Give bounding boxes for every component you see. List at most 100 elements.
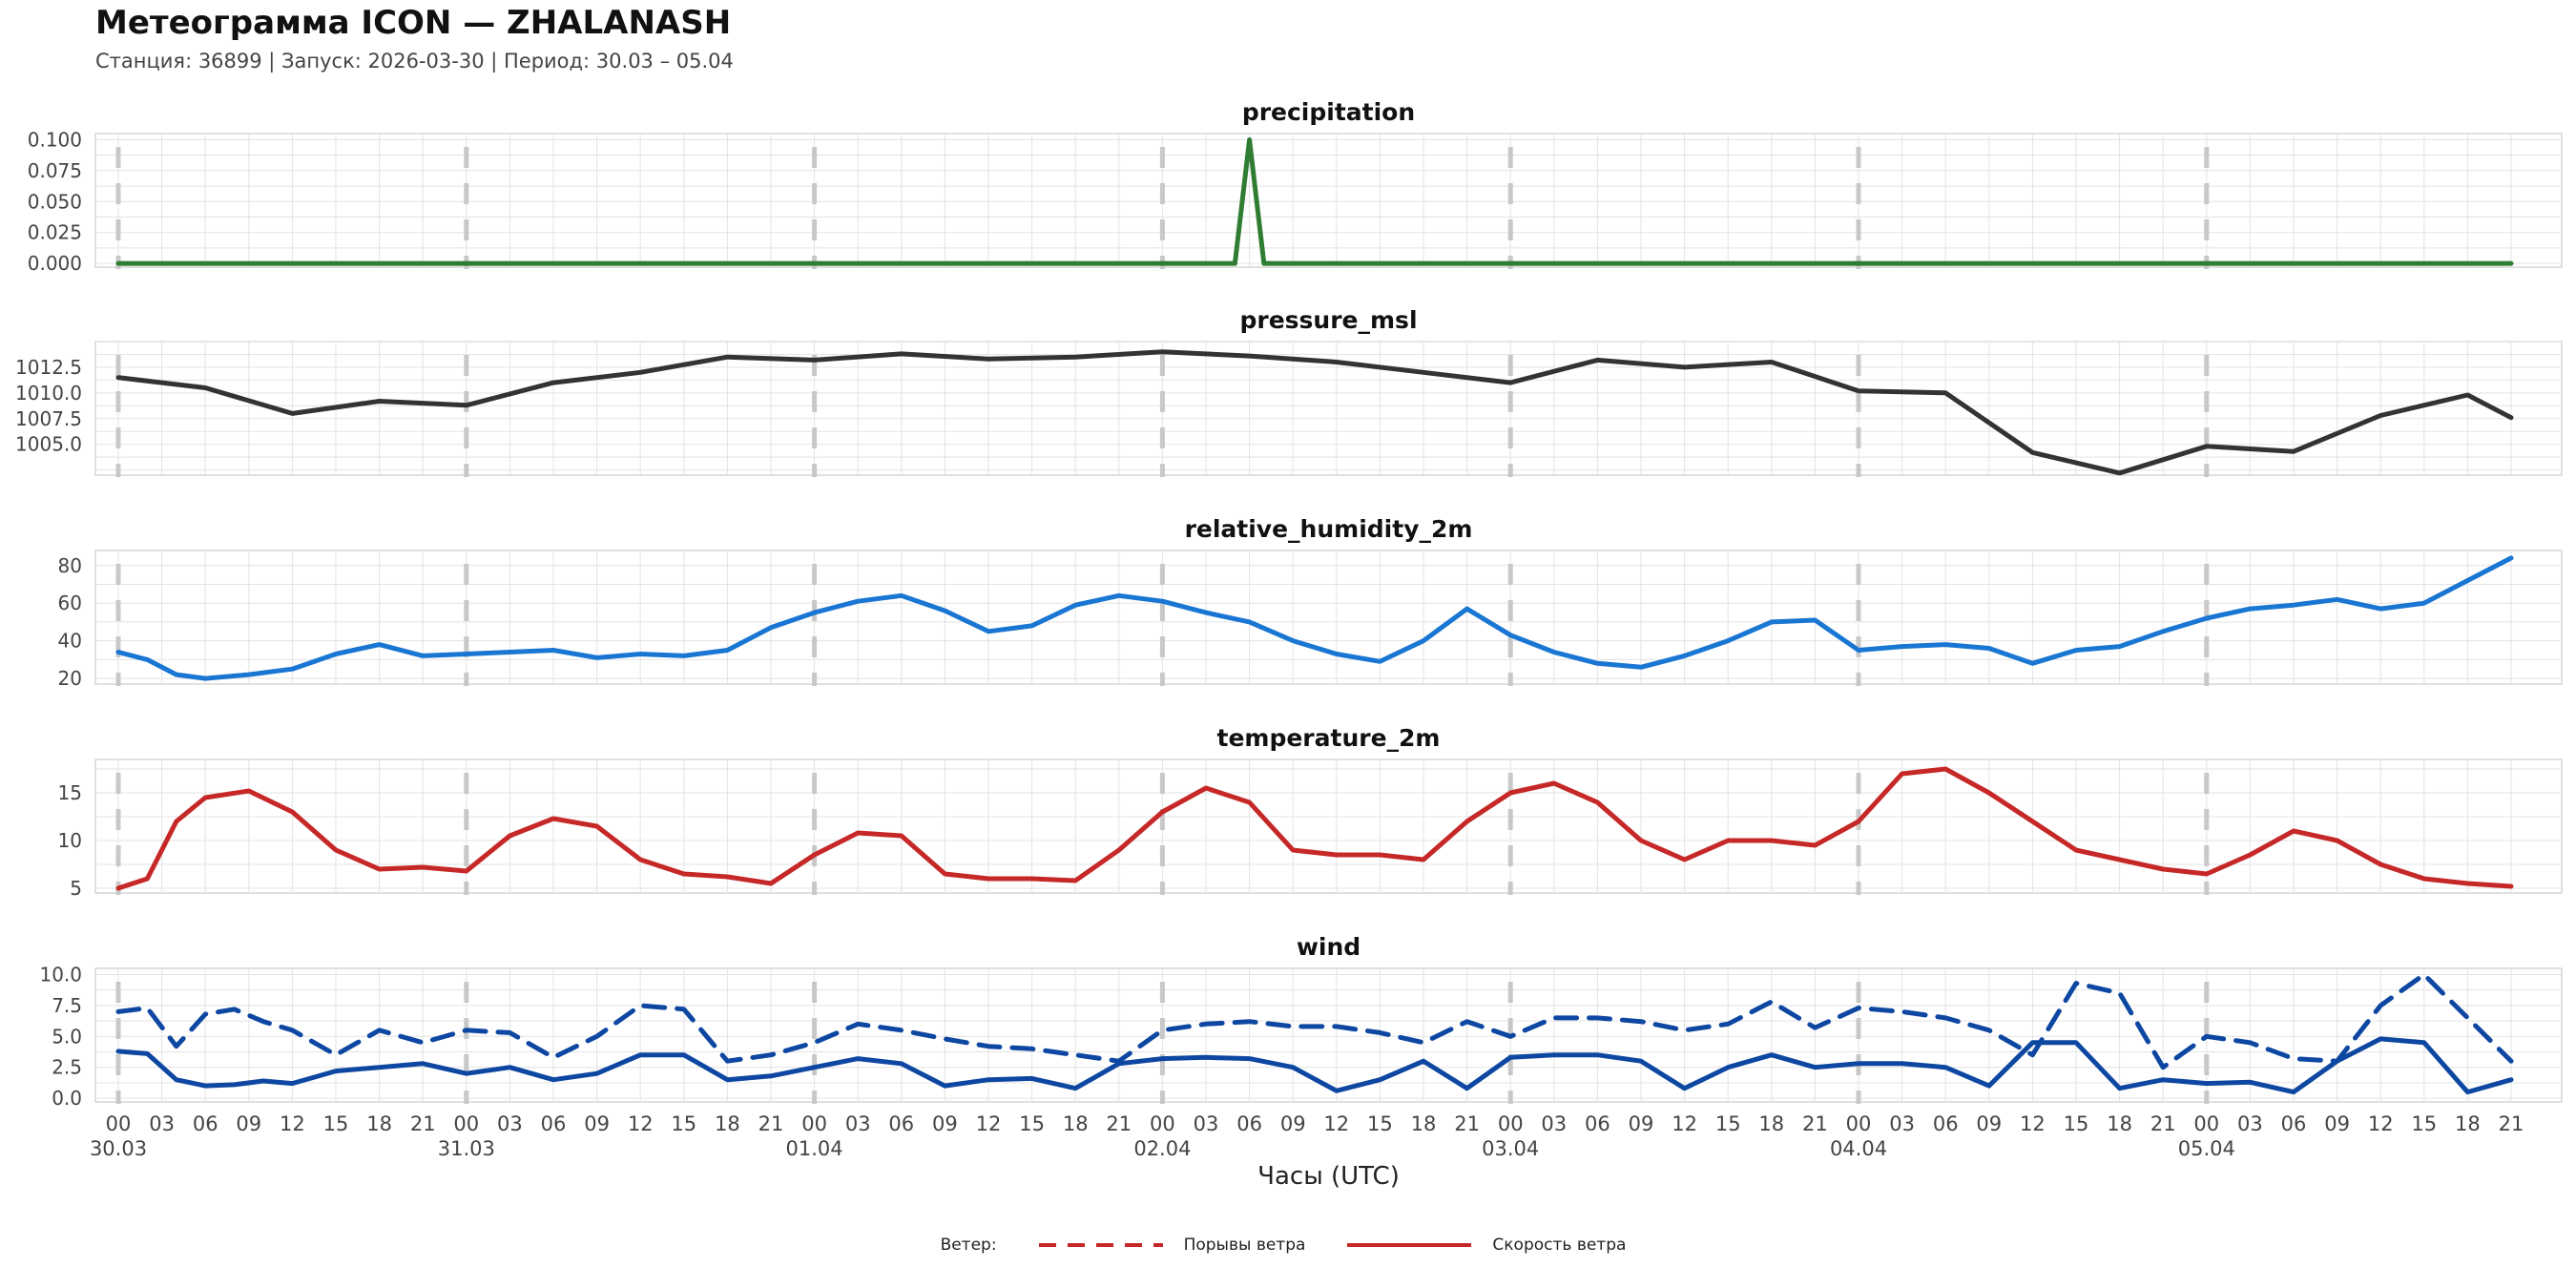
x-tick-label: 18 (1758, 1112, 1784, 1135)
legend-item-speed: Скорость ветра (1315, 1234, 1635, 1257)
y-tick-label: 20 (58, 667, 82, 690)
series-line-solid (115, 766, 2514, 891)
legend-title: Ветер: (940, 1236, 997, 1255)
y-tick-label: 5.0 (52, 1025, 82, 1048)
x-tick-label: 18 (715, 1112, 740, 1135)
x-tick-label: 09 (1629, 1112, 1654, 1135)
x-tick-label: 00 (1150, 1112, 1175, 1135)
panel-frame (94, 758, 2563, 894)
y-tick-label: 80 (58, 554, 82, 577)
x-tick-label: 00 (1498, 1112, 1524, 1135)
panel-frame (94, 550, 2563, 685)
panel-title: pressure_msl (1239, 306, 1417, 334)
x-day-label: 31.03 (438, 1137, 495, 1160)
x-tick-label: 09 (1976, 1112, 2002, 1135)
panel-title: wind (1297, 933, 1361, 961)
y-tick-label: 1005.0 (15, 433, 82, 456)
x-tick-label: 15 (2064, 1112, 2089, 1135)
panel-relative-humidity-2m: 20 40 60 80 relative_humidity_2m (58, 515, 2563, 690)
x-tick-label: 12 (2368, 1112, 2394, 1135)
y-tick-label: 1012.5 (15, 356, 82, 379)
panel-title: relative_humidity_2m (1185, 515, 1473, 543)
page-title: Метеограмма ICON — ZHALANASH (95, 4, 732, 42)
x-day-label: 30.03 (90, 1137, 147, 1160)
x-tick-label: 12 (280, 1112, 305, 1135)
x-tick-label: 15 (671, 1112, 696, 1135)
x-tick-label: 12 (976, 1112, 1002, 1135)
panel-title: temperature_2m (1217, 724, 1441, 752)
x-tick-label: 06 (541, 1112, 567, 1135)
x-tick-label: 09 (236, 1112, 261, 1135)
x-tick-label: 15 (323, 1112, 349, 1135)
x-tick-label: 06 (1236, 1112, 1262, 1135)
x-tick-label: 06 (888, 1112, 914, 1135)
x-tick-label: 00 (2193, 1112, 2219, 1135)
x-tick-label: 18 (1411, 1112, 1437, 1135)
x-tick-label: 21 (758, 1112, 784, 1135)
x-tick-label: 12 (628, 1112, 654, 1135)
x-tick-label: 03 (2237, 1112, 2263, 1135)
y-tick-label: 1010.0 (15, 382, 82, 405)
x-tick-label: 00 (106, 1112, 132, 1135)
x-tick-label: 09 (1280, 1112, 1306, 1135)
x-axis-label: Часы (UTC) (1257, 1162, 1400, 1191)
x-tick-label: 18 (1063, 1112, 1089, 1135)
series-line-solid (115, 555, 2514, 681)
x-tick-label: 21 (2499, 1112, 2524, 1135)
legend-swatch-dashed (1038, 1243, 1163, 1247)
series-line-dashed (115, 972, 2514, 1070)
y-tick-label: 7.5 (52, 994, 82, 1017)
x-tick-label: 21 (2150, 1112, 2176, 1135)
x-tick-label: 18 (2107, 1112, 2132, 1135)
y-tick-label: 0.000 (28, 252, 82, 275)
x-tick-label: 00 (801, 1112, 827, 1135)
legend-item-gusts: Порывы ветра (1007, 1234, 1316, 1257)
x-tick-label: 03 (1889, 1112, 1915, 1135)
y-tick-label: 0.075 (28, 159, 82, 182)
x-tick-label: 18 (2455, 1112, 2481, 1135)
y-tick-label: 10 (58, 829, 82, 852)
x-tick-label: 00 (453, 1112, 479, 1135)
x-day-label: 03.04 (1482, 1137, 1539, 1160)
x-tick-label: 00 (1846, 1112, 1872, 1135)
x-tick-label: 06 (1933, 1112, 1959, 1135)
x-tick-label: 06 (2281, 1112, 2307, 1135)
x-tick-label: 09 (584, 1112, 610, 1135)
x-tick-label: 21 (1454, 1112, 1480, 1135)
x-day-label: 01.04 (786, 1137, 843, 1160)
panel-precipitation: 0.000 0.025 0.050 0.075 0.100 precipitation (28, 98, 2563, 275)
x-tick-label: 03 (845, 1112, 871, 1135)
x-tick-label: 15 (1715, 1112, 1741, 1135)
y-tick-label: 40 (58, 630, 82, 653)
series-line-solid (115, 349, 2514, 476)
x-tick-label: 06 (193, 1112, 218, 1135)
x-tick-label: 03 (1194, 1112, 1219, 1135)
x-tick-label: 15 (1367, 1112, 1393, 1135)
y-tick-label: 60 (58, 592, 82, 614)
x-tick-label: 03 (149, 1112, 175, 1135)
x-tick-label: 15 (2411, 1112, 2437, 1135)
x-tick-label: 06 (1585, 1112, 1610, 1135)
panel-frame (94, 967, 2563, 1103)
series-line-solid (115, 137, 2514, 266)
x-day-label: 02.04 (1133, 1137, 1191, 1160)
x-tick-label: 09 (932, 1112, 958, 1135)
x-tick-label: 12 (1672, 1112, 1697, 1135)
y-tick-label: 0.025 (28, 221, 82, 244)
legend-label-gusts: Порывы ветра (1183, 1236, 1306, 1255)
x-tick-label: 12 (2020, 1112, 2046, 1135)
y-tick-label: 1007.5 (15, 407, 82, 430)
x-day-label: 05.04 (2178, 1137, 2235, 1160)
y-tick-label: 10.0 (39, 963, 82, 986)
y-tick-label: 5 (70, 877, 82, 900)
x-tick-label: 03 (497, 1112, 523, 1135)
x-tick-label: 15 (1019, 1112, 1045, 1135)
x-day-label: 04.04 (1830, 1137, 1887, 1160)
series-line-solid (115, 1036, 2514, 1095)
x-tick-label: 12 (1323, 1112, 1349, 1135)
page-subtitle: Станция: 36899 | Запуск: 2026-03-30 | Пе… (95, 50, 734, 73)
panel-title: precipitation (1242, 98, 1415, 126)
